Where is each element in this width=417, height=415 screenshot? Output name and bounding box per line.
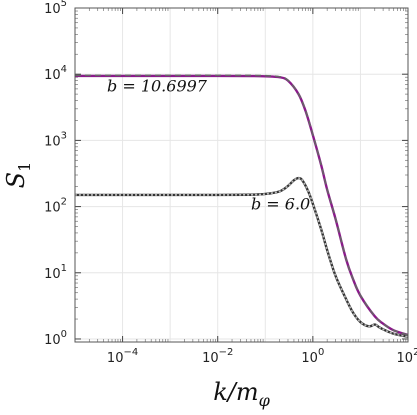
series-lines xyxy=(74,74,409,338)
x-tick-label: 102 xyxy=(397,347,417,366)
x-tick-label: 10−4 xyxy=(107,347,138,366)
y-tick-label: 104 xyxy=(44,64,67,83)
series-line-1 xyxy=(75,74,409,337)
y-tick-label: 105 xyxy=(44,0,67,17)
annotations: b = 10.6997 b = 6.0 xyxy=(107,76,310,213)
x-axis-label: k/mφ xyxy=(213,378,270,410)
annotation-label: b = 6.0 xyxy=(251,195,310,214)
series-line-2 xyxy=(74,74,409,336)
series-line-3 xyxy=(75,176,409,338)
plot-frame xyxy=(74,7,409,343)
annotation-label: b = 10.6997 xyxy=(107,76,208,95)
series-line-4 xyxy=(75,177,409,338)
y-tick-label: 101 xyxy=(44,263,67,282)
x-tick-label: 100 xyxy=(301,347,324,366)
y-tick-label: 102 xyxy=(44,197,67,216)
y-tick-label: 103 xyxy=(44,130,67,149)
x-tick-label: 10−2 xyxy=(202,347,233,366)
y-axis-label: S1 xyxy=(2,162,34,189)
tick-labels: 10−4 10−2 100 102 100 101 102 103 104 105 xyxy=(44,0,417,366)
y-tick-label: 100 xyxy=(44,329,67,348)
